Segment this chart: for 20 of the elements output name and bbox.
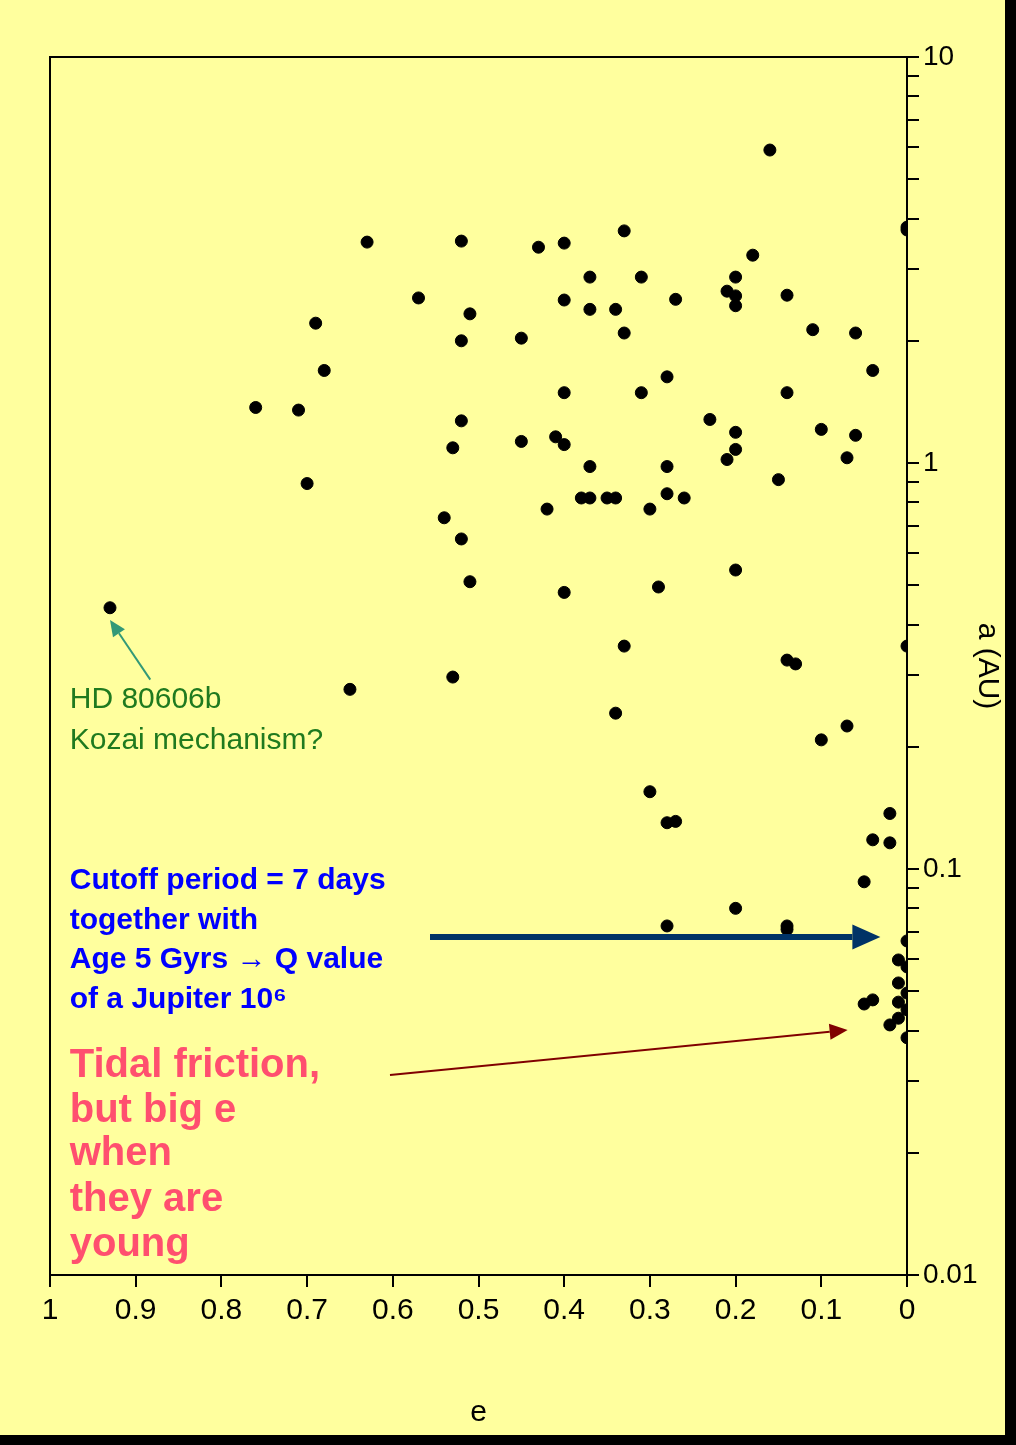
y-tick-label: 10	[923, 39, 955, 71]
y-axis-title: a (AU)	[972, 622, 1006, 710]
x-tick-label: 0.8	[200, 1292, 243, 1326]
annotation: HD 80606b Kozai mechanism?	[69, 681, 324, 755]
x-axis-title: e	[470, 1394, 487, 1428]
y-tick-label: 0.1	[923, 851, 962, 883]
y-tick-label: 1	[923, 445, 939, 477]
x-tick-label: 1	[41, 1292, 59, 1326]
x-tick-label: 0.3	[629, 1292, 671, 1326]
x-tick-label: 0.6	[371, 1292, 414, 1326]
annotation: Tidal friction, but big e when they are young	[68, 1040, 321, 1264]
annotation: Cutoff period = 7 days together with Age 5 Gyrs → Q value of a Jupiter 10⁶	[69, 861, 386, 1014]
y-tick-label: 0.01	[923, 1257, 978, 1289]
x-tick-label: 0.1	[800, 1292, 843, 1326]
x-tick-label: 0.7	[286, 1292, 328, 1326]
x-tick-label: 0.9	[114, 1292, 157, 1326]
x-tick-label: 0	[898, 1292, 916, 1326]
x-tick-label: 0.5	[457, 1292, 500, 1326]
x-tick-label: 0.2	[714, 1292, 757, 1326]
x-tick-label: 0.4	[543, 1292, 586, 1326]
